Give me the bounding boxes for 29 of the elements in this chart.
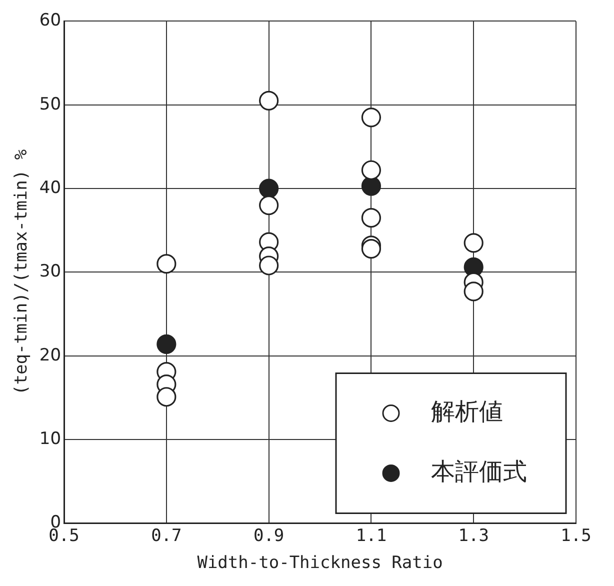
point [259, 195, 279, 216]
y-axis-title: (teq-tmin)/(tmax-tmin) % [12, 149, 32, 396]
y-tick-label: 10 [39, 428, 62, 449]
x-axis-title: Width-to-Thickness Ratio [197, 553, 443, 574]
point [259, 256, 279, 276]
x-tick-label: 1.5 [560, 526, 592, 546]
point [361, 238, 382, 259]
y-tick-label: 50 [39, 94, 62, 114]
y-tick-label: 20 [39, 345, 62, 366]
y-tick-label: 30 [39, 262, 62, 282]
y-tick-label: 40 [39, 178, 62, 198]
x-tick-label: 0.7 [151, 526, 182, 546]
point [156, 254, 176, 274]
point [464, 282, 484, 302]
legend-label: 解析値 [431, 397, 503, 426]
point [361, 208, 382, 228]
point [464, 233, 484, 253]
point [361, 160, 382, 180]
point [361, 108, 382, 128]
point [259, 178, 279, 198]
legend-label: 本評価式 [431, 457, 527, 486]
point [259, 90, 279, 110]
point [156, 387, 176, 407]
point [156, 334, 176, 354]
x-tick-label: 1.3 [458, 526, 489, 546]
x-tick-label: 0.9 [253, 526, 284, 546]
point [361, 176, 382, 196]
y-tick-label: 60 [39, 10, 62, 31]
x-tick-label: 1.1 [356, 526, 387, 546]
